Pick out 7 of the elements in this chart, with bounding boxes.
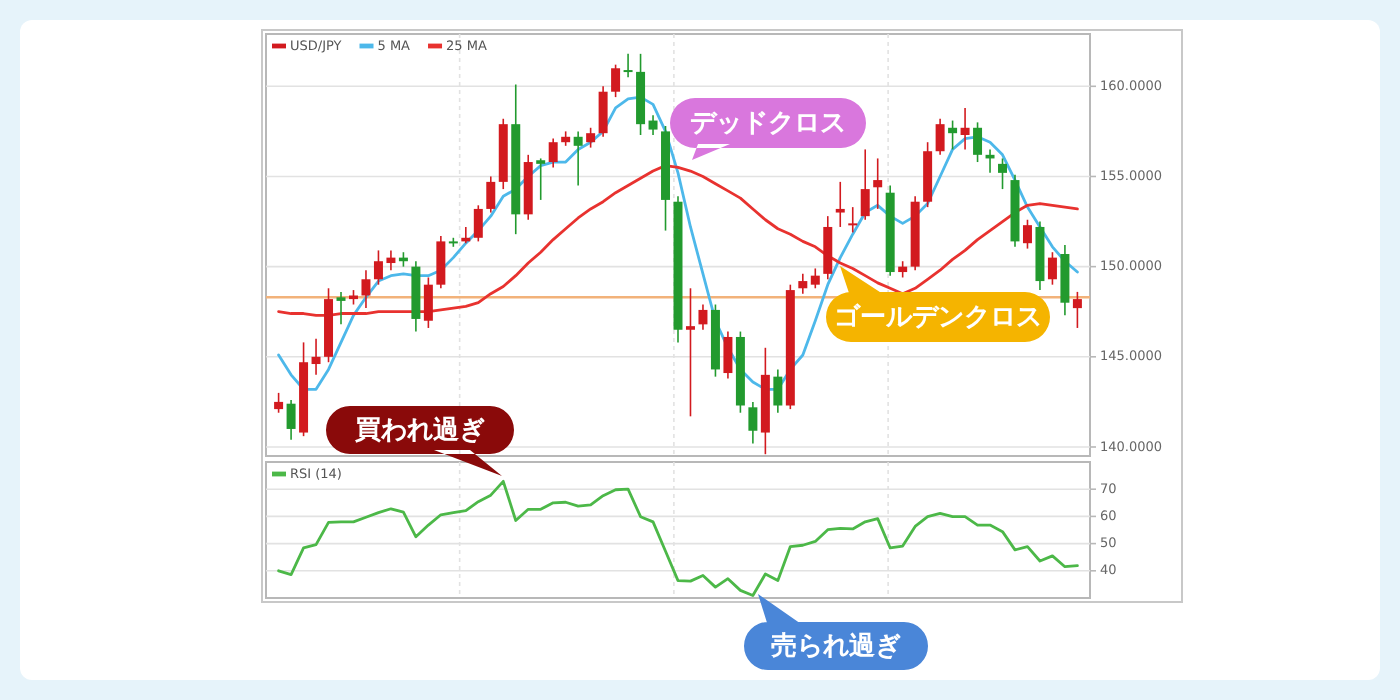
annotation: デッドクロス — [690, 109, 846, 140]
callout: 売られ過ぎ — [744, 594, 928, 670]
line-series — [277, 479, 1079, 597]
annotation: 買われ過ぎ — [353, 416, 485, 447]
callout: ゴールデンクロス — [826, 266, 1050, 342]
callout: デッドクロス — [670, 98, 866, 160]
annotation: ゴールデンクロス — [834, 303, 1042, 334]
